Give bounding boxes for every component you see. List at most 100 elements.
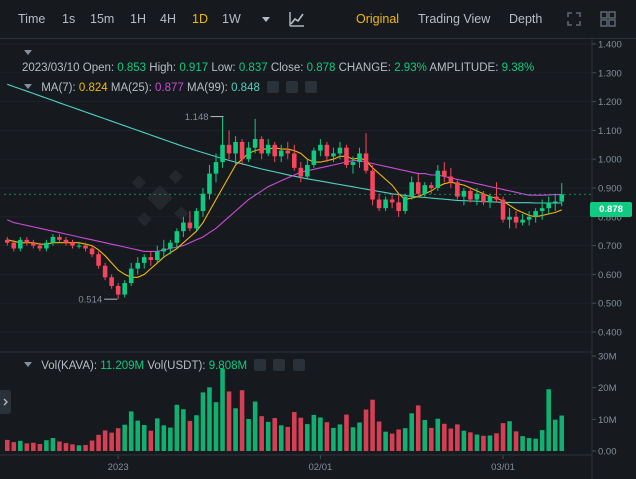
exchange-watermark (131, 169, 189, 227)
candle-body (259, 139, 264, 154)
volume-bar (337, 424, 343, 451)
volume-bar (428, 427, 434, 451)
vol-settings-icon[interactable] (273, 359, 286, 371)
volume-bar (344, 414, 349, 451)
side-panel-toggle-button[interactable] (0, 390, 11, 414)
candle-body (194, 211, 199, 229)
vol-usdt-value: 9.808M (208, 360, 248, 372)
ma7-value: 0.824 (78, 82, 108, 94)
candle-body (292, 153, 297, 168)
view-tradingview-tab[interactable]: Trading View (418, 12, 491, 26)
volume-bar (278, 425, 284, 451)
ma99-value: 0.848 (231, 82, 260, 94)
volume-bar (128, 411, 134, 451)
ohlc-info-row: 2023/03/10 Open: 0.853 High: 0.917 Low: … (22, 62, 534, 74)
candle-body (435, 170, 441, 188)
volume-bar (318, 417, 323, 451)
interval-4h[interactable]: 4H (160, 12, 176, 26)
volume-bar (363, 409, 369, 451)
candle-body (148, 257, 154, 260)
price-tick-label: 0.600 (598, 270, 622, 281)
volume-bar (181, 409, 186, 451)
volume-bar (305, 424, 310, 451)
candle-body (220, 144, 225, 163)
candle-body (461, 190, 467, 197)
ma99-line (7, 83, 562, 204)
candle-body (389, 199, 395, 203)
volume-bar (513, 431, 519, 451)
volume-bar (474, 434, 480, 451)
layout-grid-icon[interactable] (599, 10, 617, 28)
candle-body (63, 239, 69, 243)
volume-bar (298, 417, 304, 451)
vol-visibility-icon[interactable] (254, 359, 267, 371)
volume-bar (376, 421, 382, 451)
candle-body (305, 164, 310, 177)
candle-body (422, 185, 428, 194)
candle-body (135, 262, 141, 269)
candle-body (128, 268, 134, 284)
price-tick-label: 0.800 (598, 212, 622, 223)
ma-close-icon[interactable] (305, 81, 318, 93)
interval-15m[interactable]: 15m (90, 12, 115, 26)
volume-bar (455, 424, 460, 451)
volume-bar (96, 434, 101, 451)
fullscreen-icon[interactable] (565, 10, 583, 28)
candle-body (272, 144, 277, 157)
candle-body (559, 194, 565, 202)
volume-bar (526, 438, 532, 451)
candle-body (207, 173, 212, 194)
ma99-label: MA(99): (186, 82, 228, 94)
candle-body (494, 196, 499, 200)
interval-1w[interactable]: 1W (222, 12, 241, 26)
collapse-info-icon[interactable] (22, 44, 34, 62)
date-tick-label: 02/01 (308, 462, 332, 473)
candle-body (155, 251, 160, 260)
candle-body (500, 199, 506, 220)
candle-body (415, 182, 421, 194)
volume-tick-label: 10M (598, 415, 617, 426)
interval-1d[interactable]: 1D (192, 12, 208, 26)
view-original-tab[interactable]: Original (356, 12, 400, 26)
candle-body (324, 144, 330, 157)
volume-bar (83, 444, 88, 451)
date-axis: 2023 02/01 03/01 (108, 455, 515, 473)
candle-body (83, 245, 88, 249)
close-label: Close: (270, 62, 304, 74)
price-tick-label: 1.100 (598, 126, 622, 137)
amplitude-value: 9.38% (501, 62, 535, 74)
collapse-ma-icon[interactable] (22, 81, 34, 91)
chart-toolbar: Time 1s 15m 1H 4H 1D 1W Original Trading… (0, 0, 636, 39)
price-axis: 1.400 1.300 1.200 1.100 1.000 0.900 0.800 0.700… (592, 40, 622, 339)
candle-body (57, 236, 62, 240)
collapse-volume-icon[interactable] (22, 359, 34, 369)
price-gridlines (0, 43, 592, 333)
volume-bar (50, 438, 56, 451)
interval-1h[interactable]: 1H (130, 12, 146, 26)
more-intervals-dropdown-icon[interactable] (257, 10, 275, 28)
volume-tick-label: 30M (598, 352, 617, 363)
candlestick-chart[interactable]: 1.400 1.300 1.200 1.100 1.000 0.900 0.800 0.700… (0, 38, 636, 479)
volume-bar (37, 444, 43, 451)
view-depth-tab[interactable]: Depth (509, 12, 543, 26)
indicators-icon[interactable] (288, 10, 306, 28)
price-tick-label: 1.000 (598, 155, 622, 166)
volume-bar (76, 445, 82, 451)
price-tick-label: 1.300 (598, 68, 622, 79)
ma-visibility-icon[interactable] (267, 81, 280, 93)
volume-bar (533, 438, 538, 451)
ma-settings-icon[interactable] (286, 81, 299, 93)
volume-bar (448, 428, 454, 451)
volume-bar (155, 418, 160, 451)
price-tick-label: 0.900 (598, 184, 622, 195)
candle-body (428, 185, 434, 188)
time-tab[interactable]: Time (18, 12, 46, 26)
volume-bar (24, 443, 30, 451)
high-label: High: (149, 62, 177, 74)
volume-bar (350, 427, 356, 451)
candle-body (89, 248, 95, 255)
interval-1s[interactable]: 1s (62, 12, 76, 26)
ma-legend-row: MA(7): 0.824 MA(25): 0.877 MA(99): 0.848 (22, 81, 318, 94)
vol-close-icon[interactable] (292, 359, 305, 371)
chevron-right-icon (3, 398, 8, 406)
